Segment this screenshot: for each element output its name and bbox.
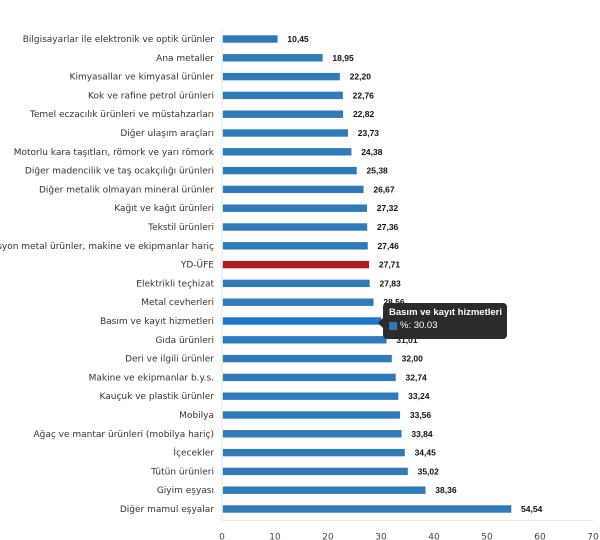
bar[interactable]	[222, 429, 403, 439]
value-label: 23,73	[358, 128, 380, 138]
value-label: 28,56	[383, 297, 405, 307]
category-label: Tekstil ürünleri	[147, 223, 214, 233]
bar[interactable]	[222, 410, 401, 420]
category-label: Gıda ürünleri	[155, 336, 214, 346]
bar[interactable]	[222, 147, 353, 157]
bar[interactable]	[222, 467, 409, 476]
value-label: 54,54	[521, 504, 543, 514]
category-label: Ağaç ve mantar ürünleri (mobilya hariç)	[33, 430, 214, 440]
bar-highlight[interactable]	[222, 260, 370, 269]
category-label: İçecekler	[173, 448, 214, 459]
bar[interactable]	[222, 391, 399, 401]
x-tick-label: 30	[375, 532, 387, 540]
bar[interactable]	[222, 373, 397, 382]
category-label: Kağıt ve kağıt ürünleri	[114, 204, 214, 214]
value-label: 35,02	[418, 466, 440, 476]
value-label: 27,36	[377, 222, 399, 232]
category-label: Fabrikasyon metal ürünler, makine ve eki…	[0, 242, 214, 252]
x-tick-label: 10	[269, 532, 281, 540]
value-label: 26,67	[373, 184, 395, 194]
value-label: 22,20	[350, 72, 372, 82]
value-label: 33,56	[410, 410, 432, 420]
bar[interactable]	[222, 185, 365, 194]
value-label: 34,45	[415, 448, 437, 458]
value-label: 38,36	[435, 485, 457, 495]
category-labels: Bilgisayarlar ile elektronik ve optik ür…	[0, 35, 215, 515]
bar[interactable]	[222, 128, 349, 138]
x-tick-label: 60	[534, 532, 546, 540]
category-label: Diğer mamul eşyalar	[120, 505, 214, 515]
category-label: Temel eczacılık ürünleri ve müstahzarlar…	[29, 110, 214, 120]
bar[interactable]	[222, 335, 388, 345]
x-tick-label: 20	[322, 532, 334, 540]
bars	[222, 34, 512, 514]
tooltip-swatch	[389, 322, 397, 330]
category-label: Makine ve ekipmanlar b.y.s.	[89, 373, 214, 383]
bar[interactable]	[222, 448, 406, 457]
x-tick-label: 0	[219, 532, 225, 540]
tooltip-value: %: 30.03	[400, 320, 438, 331]
value-label: 25,38	[367, 166, 389, 176]
category-label: Ana metaller	[156, 54, 214, 64]
value-label: 33,84	[411, 429, 433, 439]
category-label: Diğer metalik olmayan mineral ürünler	[39, 185, 214, 195]
x-tick-label: 50	[481, 532, 493, 540]
tooltip-row: %: 30.03	[389, 319, 501, 333]
value-label: 10,45	[287, 34, 309, 44]
value-label: 27,32	[377, 203, 399, 213]
category-label: Tütün ürünleri	[150, 467, 214, 477]
category-label: Diğer ulaşım araçları	[120, 129, 214, 139]
tooltip: Basım ve kayıt hizmetleri %: 30.03	[378, 303, 507, 339]
value-label: 33,24	[408, 391, 430, 401]
bar[interactable]	[222, 279, 371, 288]
value-label: 22,82	[353, 109, 375, 119]
bar[interactable]	[222, 354, 393, 363]
value-label: 24,38	[361, 147, 383, 157]
category-label: Metal cevherleri	[141, 298, 214, 308]
category-label: YD-ÜFE	[180, 260, 214, 271]
x-tick-label: 40	[428, 532, 440, 540]
value-label: 32,74	[406, 372, 428, 382]
value-label: 22,76	[353, 90, 375, 100]
bar[interactable]	[222, 53, 324, 63]
bar[interactable]	[222, 222, 368, 232]
category-label: Giyim eşyası	[157, 486, 214, 496]
category-label: Kok ve rafine petrol ürünleri	[88, 91, 214, 101]
value-label: 27,46	[378, 241, 400, 251]
bar[interactable]	[222, 241, 369, 251]
bar[interactable]	[222, 485, 427, 495]
bar[interactable]	[222, 109, 344, 119]
bar[interactable]	[222, 316, 382, 326]
category-label: Bilgisayarlar ile elektronik ve optik ür…	[23, 35, 215, 45]
bar[interactable]	[222, 72, 341, 81]
bar[interactable]	[222, 91, 344, 100]
bar[interactable]	[222, 34, 279, 44]
bar[interactable]	[222, 166, 358, 175]
category-label: Basım ve kayıt hizmetleri	[100, 317, 214, 327]
category-label: Motorlu kara taşıtları, römork ve yarı r…	[14, 148, 215, 158]
category-label: Kimyasallar ve kimyasal ürünler	[70, 73, 215, 83]
value-label: 18,95	[332, 53, 354, 63]
bar[interactable]	[222, 203, 368, 213]
category-label: Mobilya	[179, 411, 214, 421]
category-label: Kauçuk ve plastik ürünler	[100, 392, 215, 402]
value-label: 32,00	[402, 354, 424, 364]
bar[interactable]	[222, 297, 375, 307]
bar[interactable]	[222, 504, 512, 514]
value-label: 27,83	[379, 278, 401, 288]
value-labels: 10,45 18,95 22,20 22,76 22,82 23,73 24,38 25,38…	[287, 34, 542, 514]
category-label: Diğer madencilik ve taş ocakçılığı ürünl…	[25, 167, 214, 177]
x-tick-labels: 0 10 20 30 40 50 60 70	[219, 532, 599, 540]
value-label: 27,71	[379, 260, 401, 270]
category-label: Deri ve ilgili ürünler	[125, 355, 214, 365]
value-label: 31,01	[396, 335, 418, 345]
category-label: Elektrikli teçhizat	[136, 279, 214, 289]
x-tick-label: 70	[587, 532, 599, 540]
tooltip-title: Basım ve kayıt hizmetleri	[389, 307, 502, 318]
